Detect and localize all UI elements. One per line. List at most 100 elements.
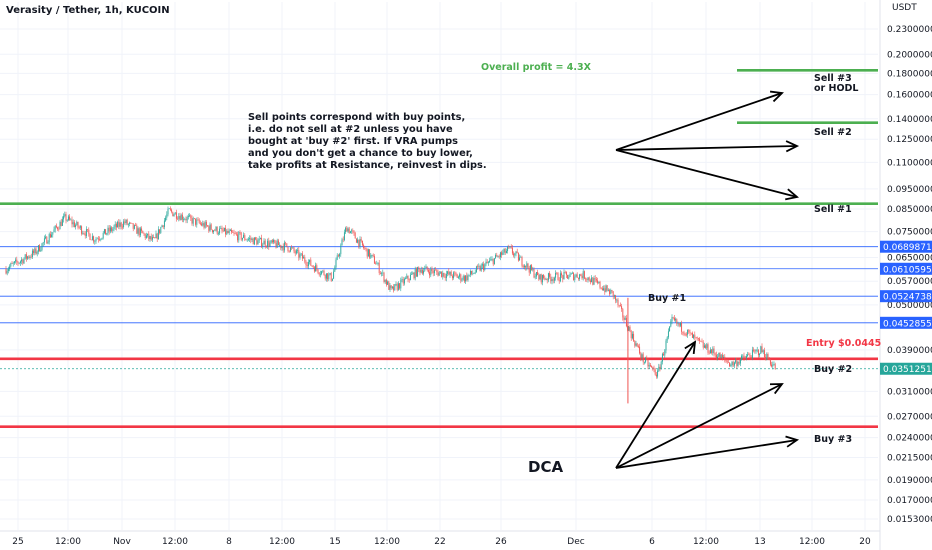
candle-body	[343, 232, 345, 240]
candle-body	[641, 354, 643, 358]
time-tick-label: 8	[226, 537, 232, 547]
candle-body	[106, 232, 108, 235]
candle-body	[273, 239, 275, 243]
candle-body	[244, 235, 246, 240]
candle-body	[357, 239, 359, 243]
candle-body	[185, 219, 187, 221]
candle-body	[695, 337, 697, 338]
candle-body	[616, 299, 618, 301]
candle-body	[699, 338, 701, 341]
candle-body	[253, 237, 255, 245]
candle-body	[504, 248, 506, 254]
candle-body	[514, 253, 516, 256]
candle-body	[516, 251, 518, 253]
candle-body	[178, 216, 180, 219]
candle-body	[15, 259, 17, 262]
candle-body	[205, 221, 207, 226]
candle-body	[47, 242, 49, 244]
candle-body	[694, 334, 696, 338]
candle-body	[653, 368, 655, 370]
candle-body	[424, 267, 426, 271]
candle-body	[520, 257, 522, 258]
candle-body	[598, 281, 600, 283]
candle-body	[508, 247, 510, 248]
candle-body	[583, 271, 585, 279]
buy3-label: Buy #3	[814, 434, 852, 445]
candle-body	[571, 272, 573, 274]
time-tick-label: 12:00	[799, 537, 825, 547]
candle-body	[291, 247, 293, 249]
candle-body	[582, 271, 584, 279]
candle-body	[219, 228, 221, 234]
price-tick-label: 0.09500000	[887, 185, 932, 195]
candle-body	[700, 340, 702, 342]
price-tick-label: 0.07500000	[887, 228, 932, 238]
candle-body	[143, 233, 145, 234]
price-tick-label: 0.05000000	[887, 301, 932, 311]
candle-body	[673, 317, 675, 321]
candle-body	[123, 221, 125, 227]
candle-body	[401, 279, 403, 280]
price-tick-label: 0.08500000	[887, 205, 932, 215]
candle-body	[148, 233, 150, 239]
candle-body	[417, 267, 419, 277]
candle-body	[485, 261, 487, 265]
candle-body	[724, 356, 726, 360]
candle-body	[353, 231, 355, 233]
candle-body	[766, 354, 768, 360]
arrow-head	[785, 435, 800, 448]
candle-body	[285, 242, 287, 244]
candle-body	[605, 285, 607, 292]
price-badge-label: 0.06898712	[883, 243, 932, 253]
candle-body	[79, 226, 81, 228]
candle-body	[622, 308, 624, 318]
candle-body	[763, 350, 765, 358]
candle-body	[531, 265, 533, 271]
candle-body	[555, 272, 557, 278]
candle-body	[529, 265, 531, 273]
candle-body	[100, 239, 102, 240]
candle-body	[651, 365, 653, 368]
candle-body	[503, 248, 505, 253]
candle-body	[155, 233, 157, 239]
candle-body	[261, 237, 263, 247]
candle-body	[48, 234, 50, 243]
candle-body	[256, 239, 258, 245]
candle-body	[375, 263, 377, 265]
candle-body	[121, 226, 123, 228]
candle-body	[702, 342, 704, 348]
candle-body	[234, 233, 236, 234]
candle-body	[474, 272, 476, 274]
candle-body	[196, 219, 198, 225]
price-tick-label: 0.01530000	[887, 515, 932, 525]
candle-body	[480, 265, 482, 271]
candle-body	[478, 266, 480, 267]
candle-body	[359, 239, 361, 247]
candle-body	[643, 362, 645, 363]
candle-body	[561, 273, 563, 276]
candle-body	[388, 281, 390, 290]
candle-body	[16, 259, 18, 263]
candle-body	[400, 279, 402, 289]
candle-body	[370, 254, 372, 258]
price-tick-label: 0.02400000	[887, 434, 932, 444]
candle-body	[263, 240, 265, 245]
candle-body	[569, 274, 571, 277]
candle-body	[537, 272, 539, 276]
candle-body	[354, 232, 356, 239]
candle-body	[225, 227, 227, 235]
candle-body	[433, 269, 435, 274]
candle-body	[731, 361, 733, 365]
candle-body	[199, 222, 201, 224]
time-tick-label: 12:00	[693, 537, 719, 547]
candle-body	[544, 278, 546, 280]
candle-body	[232, 232, 234, 233]
candle-body	[491, 258, 493, 260]
candle-body	[29, 256, 31, 258]
price-tick-label: 0.02700000	[887, 412, 932, 422]
candle-body	[426, 266, 428, 271]
candle-body	[337, 255, 339, 257]
candle-body	[538, 275, 540, 280]
candle-body	[65, 214, 67, 221]
